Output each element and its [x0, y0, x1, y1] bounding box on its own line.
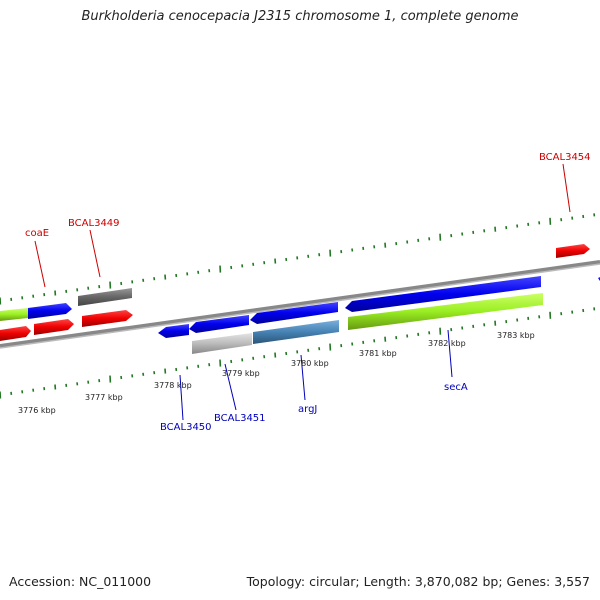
scale-label-3776: 3776 kbp: [18, 406, 56, 415]
scale-label-3783: 3783 kbp: [497, 331, 535, 340]
label-BCAL3450[interactable]: BCAL3450: [160, 422, 212, 433]
gene-red-left-1: [0, 326, 31, 341]
gene-red-left-3: [82, 310, 133, 327]
gene-lime-bar: [348, 293, 543, 330]
scale-label-3780: 3780 kbp: [291, 359, 329, 368]
gene-BCAL3451[interactable]: [189, 315, 249, 333]
label-BCAL3454[interactable]: BCAL3454: [539, 152, 591, 163]
gene-steel-blue: [253, 320, 339, 344]
scale-label-3781: 3781 kbp: [359, 349, 397, 358]
gene-red-left-2: [34, 319, 74, 335]
accession-text: Accession: NC_011000: [9, 574, 152, 589]
scale-label-3779: 3779 kbp: [222, 369, 260, 378]
leader-BCAL3451: [224, 363, 237, 411]
gene-BCAL3449[interactable]: [78, 288, 132, 306]
leader-BCAL3454: [562, 163, 571, 213]
upper-scale-ticks: [0, 213, 596, 305]
page-title: Burkholderia cenocepacia J2315 chromosom…: [81, 9, 519, 24]
scale-label-3782: 3782 kbp: [428, 339, 466, 348]
lower-scale-ticks: [0, 307, 596, 399]
gene-lime-left-upper: [0, 308, 28, 321]
leader-argJ: [300, 354, 306, 401]
genome-backbone: [0, 260, 600, 348]
leader-BCAL3449: [89, 229, 101, 278]
label-BCAL3449[interactable]: BCAL3449: [68, 218, 120, 229]
gene-argJ[interactable]: [250, 302, 338, 324]
gene-BCAL3454[interactable]: [556, 244, 590, 258]
scale-label-3777: 3777 kbp: [85, 393, 123, 402]
label-secA[interactable]: secA: [444, 382, 468, 393]
label-coaE[interactable]: coaE: [25, 228, 49, 239]
leader-secA: [447, 329, 453, 378]
gene-secA[interactable]: [345, 276, 541, 312]
label-BCAL3451[interactable]: BCAL3451: [214, 413, 266, 424]
leader-BCAL3450: [179, 374, 184, 421]
genome-backbone-shadow: [0, 263, 600, 349]
gene-BCAL3450[interactable]: [158, 324, 189, 338]
gene-coaE[interactable]: [28, 303, 72, 319]
scale-label-3778: 3778 kbp: [154, 381, 192, 390]
leader-coaE: [34, 240, 46, 288]
gene-light-gray: [192, 333, 252, 354]
label-argJ[interactable]: argJ: [298, 404, 317, 415]
genome-summary-text: Topology: circular; Length: 3,870,082 bp…: [246, 574, 590, 589]
